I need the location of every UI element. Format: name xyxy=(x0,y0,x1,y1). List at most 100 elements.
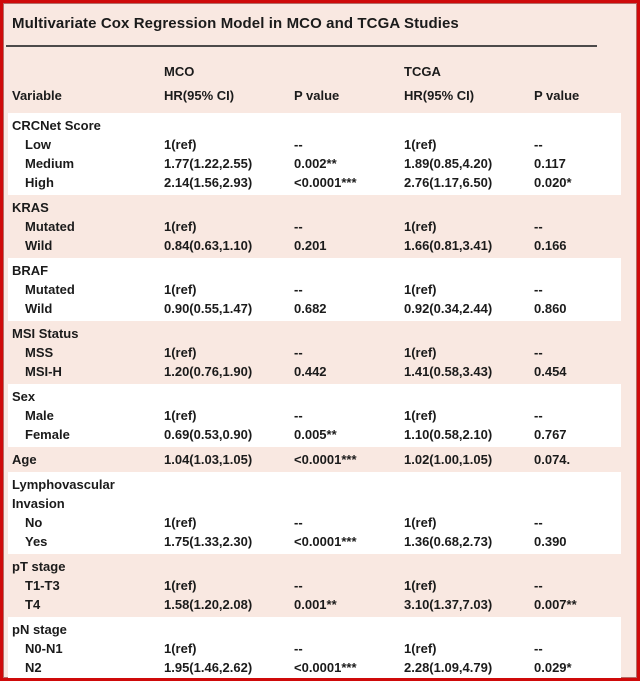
cell-variable: Male xyxy=(25,408,54,423)
cell-mco-hr: 1(ref) xyxy=(164,641,197,656)
table-row: pT stage xyxy=(8,557,637,576)
cell-variable: pT stage xyxy=(12,559,66,574)
cell-tcga-hr: 1(ref) xyxy=(404,137,437,152)
cell-tcga-hr: 1(ref) xyxy=(404,345,437,360)
table-group: CRCNet Score Low 1(ref) -- 1(ref) -- Medium 1.7… xyxy=(8,113,621,195)
cell-tcga-hr: 2.76(1.17,6.50) xyxy=(404,175,493,190)
header-variable: Variable xyxy=(12,88,62,103)
table-row: MSI Status xyxy=(8,324,637,343)
cell-mco-p: -- xyxy=(294,137,303,152)
table-row: Sex xyxy=(8,387,621,406)
cell-tcga-hr: 1(ref) xyxy=(404,515,437,530)
cell-tcga-p: -- xyxy=(534,408,543,423)
table-group: MSI Status MSS 1(ref) -- 1(ref) -- MSI-H 1.20(0… xyxy=(8,321,637,384)
cell-variable: CRCNet Score xyxy=(12,118,101,133)
cell-mco-p: 0.442 xyxy=(294,364,327,379)
cell-mco-hr: 1(ref) xyxy=(164,137,197,152)
cell-mco-hr: 1.04(1.03,1.05) xyxy=(164,452,253,467)
cell-tcga-hr: 1(ref) xyxy=(404,578,437,593)
table-header: MCO TCGA Variable HR(95% CI) P value HR(… xyxy=(8,47,637,113)
cell-tcga-p: -- xyxy=(534,515,543,530)
cell-mco-p: 0.002** xyxy=(294,156,337,171)
cell-variable: No xyxy=(25,515,43,530)
table-row: N0-N1 1(ref) -- 1(ref) -- xyxy=(8,639,621,658)
cell-tcga-p: 0.166 xyxy=(534,238,567,253)
table-group: Age 1.04(1.03,1.05) <0.0001*** 1.02(1.00,1.… xyxy=(8,447,637,472)
cell-mco-p: -- xyxy=(294,578,303,593)
cell-variable: Low xyxy=(25,137,51,152)
table-row: MSS 1(ref) -- 1(ref) -- xyxy=(8,343,637,362)
cell-tcga-hr: 1(ref) xyxy=(404,408,437,423)
table-row: KRAS xyxy=(8,198,637,217)
table-row: Female 0.69(0.53,0.90) 0.005** 1.10(0.58,2.… xyxy=(8,425,621,444)
table-group: Lymphovascular Invasion No 1(ref) -- 1(ref) -… xyxy=(8,472,621,554)
cell-mco-p: -- xyxy=(294,219,303,234)
cell-tcga-hr: 1.02(1.00,1.05) xyxy=(404,452,493,467)
cell-variable: T1-T3 xyxy=(25,578,60,593)
cell-variable: N2 xyxy=(25,660,42,675)
cell-mco-p: -- xyxy=(294,345,303,360)
column-header-row: Variable HR(95% CI) P value HR(95% CI) P… xyxy=(8,83,637,113)
table-row: Mutated 1(ref) -- 1(ref) -- xyxy=(8,280,621,299)
cell-variable: N0-N1 xyxy=(25,641,63,656)
title-underline xyxy=(6,45,597,47)
cell-tcga-p: -- xyxy=(534,137,543,152)
cell-tcga-p: 0.454 xyxy=(534,364,567,379)
cell-tcga-p: -- xyxy=(534,282,543,297)
cell-variable: Wild xyxy=(25,301,53,316)
cell-tcga-p: -- xyxy=(534,578,543,593)
table-group: pT stage T1-T3 1(ref) -- 1(ref) -- T4 1.58(1.20… xyxy=(8,554,637,617)
cell-mco-hr: 1(ref) xyxy=(164,345,197,360)
table-row: Medium 1.77(1.22,2.55) 0.002** 1.89(0.85,4.… xyxy=(8,154,621,173)
cell-tcga-p: 0.767 xyxy=(534,427,567,442)
cell-tcga-hr: 1(ref) xyxy=(404,219,437,234)
header-tcga-hr: HR(95% CI) xyxy=(404,88,475,103)
cell-mco-p: -- xyxy=(294,408,303,423)
cell-tcga-hr: 1(ref) xyxy=(404,282,437,297)
cell-mco-hr: 1.20(0.76,1.90) xyxy=(164,364,253,379)
cell-variable: Lymphovascular Invasion xyxy=(12,477,115,511)
table-group: pN stage N0-N1 1(ref) -- 1(ref) -- N2 1.95(1.46… xyxy=(8,617,621,678)
cell-variable: KRAS xyxy=(12,200,49,215)
cell-mco-hr: 1.58(1.20,2.08) xyxy=(164,597,253,612)
table-row: High 2.14(1.56,2.93) <0.0001*** 2.76(1.17,6… xyxy=(8,173,621,192)
cell-mco-hr: 1(ref) xyxy=(164,515,197,530)
table-row: N2 1.95(1.46,2.62) <0.0001*** 2.28(1.09,4.7… xyxy=(8,658,621,677)
cell-mco-p: -- xyxy=(294,515,303,530)
cell-tcga-p: -- xyxy=(534,345,543,360)
header-study-tcga: TCGA xyxy=(404,64,441,79)
cell-tcga-hr: 0.92(0.34,2.44) xyxy=(404,301,493,316)
cell-tcga-p: -- xyxy=(534,219,543,234)
cell-mco-p: -- xyxy=(294,282,303,297)
table-row: MSI-H 1.20(0.76,1.90) 0.442 1.41(0.58,3.43)… xyxy=(8,362,637,381)
cell-mco-hr: 1(ref) xyxy=(164,219,197,234)
table-row: Lymphovascular Invasion xyxy=(8,475,621,513)
cell-mco-p: -- xyxy=(294,641,303,656)
cell-mco-p: <0.0001*** xyxy=(294,175,357,190)
cell-variable: BRAF xyxy=(12,263,49,278)
cell-variable: pN stage xyxy=(12,622,67,637)
cell-tcga-hr: 2.28(1.09,4.79) xyxy=(404,660,493,675)
header-mco-p: P value xyxy=(294,88,340,103)
cell-tcga-p: 0.020* xyxy=(534,175,572,190)
cell-tcga-p: 0.029* xyxy=(534,660,572,675)
study-header-row: MCO TCGA xyxy=(8,59,637,83)
table-group: BRAF Mutated 1(ref) -- 1(ref) -- Wild 0.90(0.55… xyxy=(8,258,621,321)
cell-mco-p: <0.0001*** xyxy=(294,452,357,467)
cell-variable: High xyxy=(25,175,54,190)
cell-mco-hr: 1(ref) xyxy=(164,408,197,423)
cell-variable: MSS xyxy=(25,345,54,360)
cell-tcga-p: 0.117 xyxy=(534,156,566,171)
table-row: Low 1(ref) -- 1(ref) -- xyxy=(8,135,621,154)
cell-mco-hr: 1.75(1.33,2.30) xyxy=(164,534,253,549)
cell-mco-hr: 0.84(0.63,1.10) xyxy=(164,238,253,253)
table-row: CRCNet Score xyxy=(8,116,621,135)
cell-mco-p: <0.0001*** xyxy=(294,534,357,549)
cell-variable: Age xyxy=(12,452,37,467)
cell-mco-hr: 1(ref) xyxy=(164,282,197,297)
cell-variable: Mutated xyxy=(25,282,75,297)
header-mco-hr: HR(95% CI) xyxy=(164,88,235,103)
cell-tcga-p: 0.074. xyxy=(534,452,571,467)
table-row: T4 1.58(1.20,2.08) 0.001** 3.10(1.37,7.03) 0… xyxy=(8,595,637,614)
